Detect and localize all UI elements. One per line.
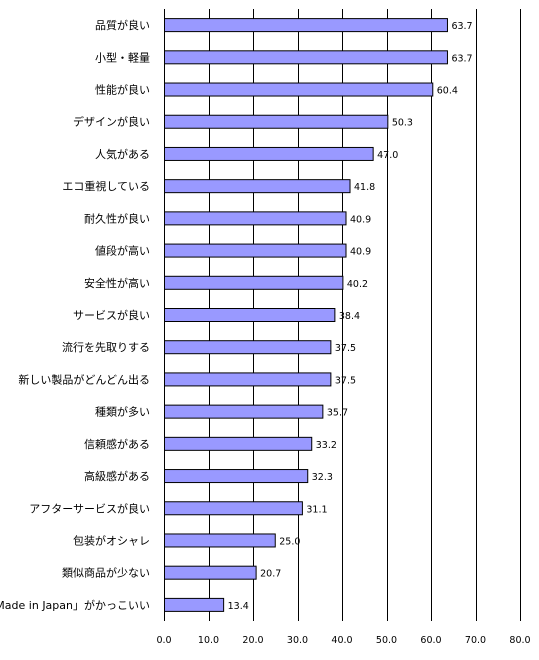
bar — [164, 372, 332, 387]
bar — [164, 501, 303, 516]
x-tick-label: 60.0 — [420, 635, 441, 646]
data-label: 35.7 — [327, 408, 348, 419]
bars — [164, 18, 448, 612]
category-label: アフターサービスが良い — [29, 501, 150, 515]
category-labels: 品質が良い小型・軽量性能が良いデザインが良い人気があるエコ重視している耐久性が良… — [0, 18, 150, 612]
data-label: 32.3 — [312, 472, 333, 483]
data-label: 60.4 — [437, 86, 458, 97]
category-label: 「Made in Japan」がかっこいい — [0, 598, 150, 612]
data-label: 41.8 — [354, 182, 375, 193]
data-label: 40.2 — [347, 279, 368, 290]
data-label: 40.9 — [350, 214, 371, 225]
category-label: 品質が良い — [95, 18, 150, 32]
bar — [164, 146, 374, 161]
bar — [164, 243, 347, 258]
x-tick-label: 10.0 — [198, 635, 219, 646]
category-label: 信頼感がある — [84, 437, 150, 451]
bar — [164, 50, 448, 65]
data-label: 37.5 — [335, 343, 356, 354]
category-label: 包装がオシャレ — [73, 533, 150, 547]
category-label: 流行を先取りする — [62, 340, 150, 354]
category-label: 安全性が高い — [84, 276, 150, 290]
data-label: 47.0 — [377, 150, 398, 161]
bar — [164, 404, 324, 419]
data-label: 63.7 — [451, 21, 472, 32]
x-tick-label: 40.0 — [331, 635, 352, 646]
category-label: エコ重視している — [62, 179, 150, 193]
data-label: 25.0 — [279, 536, 300, 547]
bar — [164, 469, 309, 484]
category-label: 種類が多い — [95, 405, 150, 419]
bar — [164, 211, 347, 226]
data-label: 37.5 — [335, 375, 356, 386]
data-label: 33.2 — [316, 440, 337, 451]
x-tick-label: 0.0 — [156, 635, 171, 646]
data-label: 31.1 — [306, 504, 327, 515]
category-label: 耐久性が良い — [84, 211, 150, 225]
bar — [164, 565, 257, 580]
x-tick-label: 80.0 — [509, 635, 530, 646]
data-label: 38.4 — [339, 311, 360, 322]
category-label: サービスが良い — [73, 308, 150, 322]
x-tick-label: 20.0 — [242, 635, 263, 646]
category-label: 性能が良い — [95, 83, 150, 97]
bar — [164, 533, 276, 548]
data-label: 20.7 — [260, 569, 281, 580]
category-label: 類似商品が少ない — [62, 566, 150, 580]
data-label: 13.4 — [228, 601, 249, 612]
bar — [164, 436, 313, 451]
category-label: デザインが良い — [73, 115, 150, 129]
data-label: 40.9 — [350, 247, 371, 258]
category-label: 新しい製品がどんどん出る — [18, 372, 150, 386]
bar — [164, 179, 351, 194]
bar — [164, 340, 332, 355]
x-tick-label: 70.0 — [465, 635, 486, 646]
x-tick-label: 50.0 — [376, 635, 397, 646]
bar — [164, 597, 225, 612]
bar — [164, 18, 448, 33]
value-labels: 63.7 63.7 60.4 50.3 47.0 41.8 40.9 40.9 40.2 38.4… — [228, 21, 473, 612]
data-label: 63.7 — [451, 53, 472, 64]
category-label: 高級感がある — [84, 469, 150, 483]
bar — [164, 114, 389, 129]
category-label: 小型・軽量 — [95, 50, 150, 64]
x-axis-tick-labels: 0.0 10.0 20.0 30.0 40.0 50.0 60.0 70.0 80.0 — [156, 635, 530, 646]
x-tick-label: 30.0 — [287, 635, 308, 646]
bar — [164, 308, 336, 322]
category-label: 値段が高い — [95, 244, 150, 258]
bar — [164, 82, 434, 97]
data-label: 50.3 — [392, 118, 413, 129]
bar — [164, 275, 344, 290]
category-label: 人気がある — [95, 147, 150, 161]
